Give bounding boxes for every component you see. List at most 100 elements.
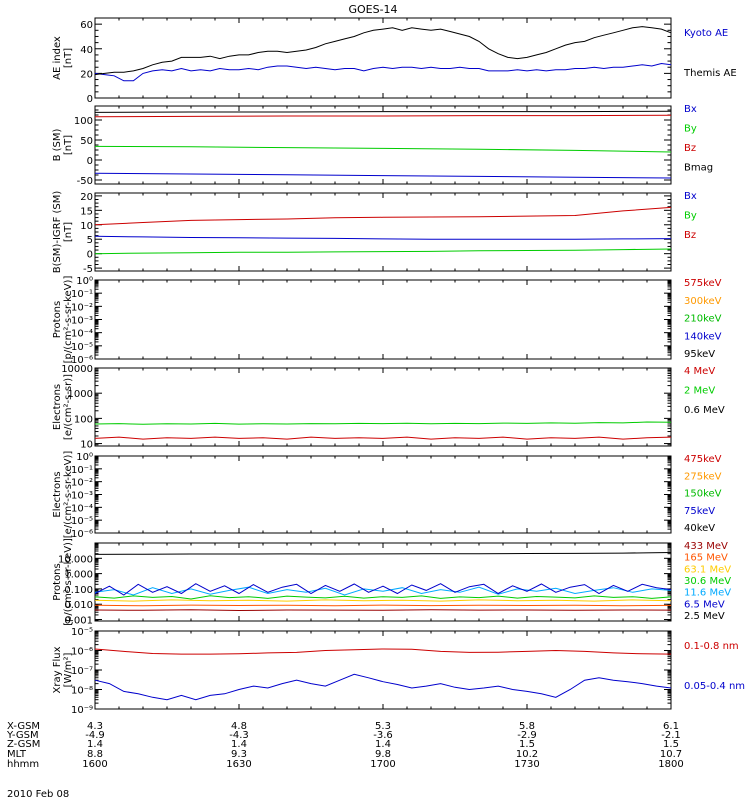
x-tick-label: 5.3	[375, 721, 391, 732]
panel-1: 0 20 40 60 AE index[nT] Kyoto AE Themis AE	[52, 17, 737, 105]
x-tick-label: 9.3	[231, 749, 247, 760]
y-tick-label: 0	[87, 94, 93, 105]
legend-label: 0.6 MeV	[684, 405, 725, 416]
series-line	[94, 62, 672, 82]
panel-frame	[94, 542, 672, 622]
chart-title: GOES-14	[348, 3, 397, 16]
y-tick-label: 10⁻³	[71, 491, 93, 502]
y-tick-label: 1.000	[64, 570, 93, 581]
legend-label: 150keV	[684, 489, 722, 500]
y-tick-label: 20	[80, 69, 93, 80]
y-tick-label: 1000	[68, 389, 93, 400]
x-tick-label: 9.8	[375, 749, 391, 760]
panel-frame	[94, 630, 672, 710]
x-row-label: X-GSM	[7, 721, 40, 732]
x-tick-label: 1.4	[375, 739, 391, 750]
x-tick-label: 5.8	[519, 721, 535, 732]
legend-label: 275keV	[684, 471, 722, 482]
y-tick-label: 0.010	[64, 600, 93, 611]
x-row-label: Z-GSM	[7, 739, 40, 750]
y-tick-label: 0.001	[64, 616, 93, 627]
y-tick-label: 10⁻⁶	[71, 529, 93, 540]
legend-label: 4 MeV	[684, 366, 715, 377]
panel-frame	[94, 17, 672, 99]
y-axis-label: Xray Flux[W/m²]	[52, 646, 74, 693]
y-tick-label: 0.100	[64, 585, 93, 596]
x-tick-label: 1.4	[231, 739, 247, 750]
x-row-label: MLT	[7, 749, 27, 760]
legend-label: Bmag	[684, 163, 713, 174]
y-tick-label: 50	[80, 136, 93, 147]
y-tick-label: 10⁻⁴	[71, 503, 93, 514]
series-line	[94, 586, 672, 596]
legend-label: Kyoto AE	[684, 28, 728, 39]
legend-label: 433 MeV	[684, 541, 728, 552]
panel-frame	[94, 279, 672, 360]
series-line	[94, 583, 672, 596]
legend-label: By	[684, 124, 697, 135]
y-tick-label: 0	[87, 250, 93, 261]
y-axis-label: B(SM)-IGRF (SM)[nT]	[52, 191, 74, 274]
panel-frame	[94, 367, 672, 447]
x-tick-label: 10.7	[660, 749, 682, 760]
series-line	[94, 673, 672, 701]
y-tick-label: 10000	[61, 364, 93, 375]
y-tick-label: 10⁻²	[71, 478, 93, 489]
legend-label: 210keV	[684, 314, 722, 325]
y-axis-label: Protons[p/(cm²-s-sr-keV)]	[52, 276, 74, 364]
x-tick-label: 8.8	[87, 749, 103, 760]
series-line	[94, 172, 672, 179]
series-line	[94, 552, 672, 555]
y-tick-label: 10	[80, 221, 93, 232]
legend-label: 140keV	[684, 331, 722, 342]
y-axis-label: Protons[p/(cm²-s-sr-keV)]	[52, 538, 74, 626]
y-tick-label: 60	[80, 20, 93, 31]
x-tick-label: 1730	[514, 759, 539, 770]
y-tick-label: -5	[83, 264, 93, 275]
panel-3: -5 0 5 10 15 20 B(SM)-IGRF (SM)[nT] Bx By Bz	[52, 191, 697, 276]
legend-label: By	[684, 211, 697, 222]
series-line	[94, 595, 672, 600]
series-line	[94, 599, 672, 602]
y-tick-label: 10⁻⁷	[71, 666, 93, 677]
legend-label: 0.1-0.8 nm	[684, 641, 739, 652]
y-tick-label: 10	[80, 440, 93, 451]
x-tick-label: 4.3	[87, 721, 103, 732]
legend-label: Bx	[684, 104, 697, 115]
y-tick-label: 10⁻¹	[71, 289, 93, 300]
series-line	[94, 609, 672, 612]
y-tick-label: 10⁻⁸	[71, 686, 93, 697]
y-tick-label: 10⁻³	[71, 316, 93, 327]
panel-7: 10.000 1.000 0.100 0.010 0.001Protons[p/(cm²…	[52, 538, 731, 626]
x-tick-label: 1800	[658, 759, 683, 770]
series-line	[94, 248, 672, 255]
x-tick-label: 4.8	[231, 721, 247, 732]
legend-label: Bz	[684, 230, 696, 241]
y-tick-label: 10⁻²	[71, 302, 93, 313]
y-axis-label: B (SM)[nT]	[52, 128, 74, 161]
y-tick-label: 10⁻⁵	[71, 342, 93, 353]
y-tick-label: -50	[77, 176, 93, 187]
x-row-label: hhmm	[7, 759, 39, 770]
y-axis-label: Electrons[e/(cm²-s-sr)]	[52, 374, 74, 440]
series-line	[94, 604, 672, 607]
series-line	[94, 110, 672, 113]
y-tick-label: 10⁻⁵	[71, 516, 93, 527]
legend-label: 75keV	[684, 506, 715, 517]
x-tick-label: 10.2	[516, 749, 538, 760]
x-row-label: Y-GSM	[6, 730, 39, 741]
series-line	[94, 26, 672, 76]
x-tick-label: 1700	[370, 759, 395, 770]
series-line	[94, 206, 672, 226]
x-tick-label: 1600	[82, 759, 107, 770]
y-tick-label: 100	[74, 414, 93, 425]
legend-label: 40keV	[684, 523, 715, 534]
x-tick-label: -2.1	[661, 730, 681, 741]
legend-label: Bx	[684, 191, 697, 202]
y-tick-label: 15	[80, 206, 93, 217]
x-tick-label: -4.3	[229, 730, 249, 741]
legend-label: 475keV	[684, 454, 722, 465]
panel-frame	[94, 455, 672, 534]
